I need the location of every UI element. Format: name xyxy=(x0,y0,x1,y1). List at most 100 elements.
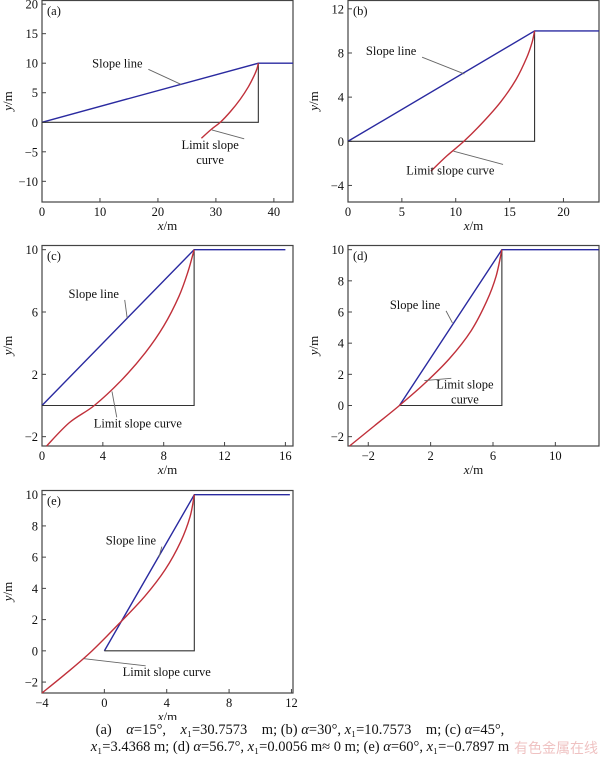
x-tick-label: 16 xyxy=(279,449,292,463)
y-tick-label: 6 xyxy=(32,551,38,565)
annotation-leader xyxy=(111,391,118,418)
caption-text: x xyxy=(426,739,434,755)
y-tick-label: 15 xyxy=(26,27,39,41)
annotation-label: Slope line xyxy=(366,44,417,58)
y-tick-label: 10 xyxy=(26,488,39,502)
y-tick-label: 2 xyxy=(32,613,38,627)
panel-e: −4 0 4 8 12 −2 0 2 4 6 8 10 x/m y/m (e) Slope line Limit… xyxy=(0,488,298,720)
panel-d: −2 2 6 10 −2 0 2 4 6 8 10 x/m y/m (d) Slope line Limit … xyxy=(306,243,600,477)
x-tick-label: 4 xyxy=(100,449,107,463)
base-outline xyxy=(42,249,195,407)
y-axis-title: y/m xyxy=(0,582,15,604)
x-tick-label: 8 xyxy=(226,696,232,710)
x-tick-label: −2 xyxy=(362,449,375,463)
x-tick-label: 12 xyxy=(285,696,298,710)
figure-caption: (a) α=15°, x₁=30.7573 m; (b) α=30°, x₁=1… xyxy=(0,722,600,756)
y-tick-label: 4 xyxy=(338,91,345,105)
panel-label: (a) xyxy=(47,4,61,18)
slope-line xyxy=(41,248,286,406)
caption-line-2: x₁=3.4368 m; (d) α=56.7°, x₁=0.0056 m≈ 0… xyxy=(0,739,600,756)
annotation-label: Limit slope curve xyxy=(181,138,239,167)
y-tick-label: −2 xyxy=(25,676,38,690)
x-tick-label: 12 xyxy=(218,449,231,463)
annotation-label: Limit slope curve xyxy=(123,665,212,679)
caption-text: =15°, xyxy=(133,722,181,738)
y-tick-label: 2 xyxy=(338,368,344,382)
slope-line xyxy=(398,248,599,406)
annotation-label: Limit slope curve xyxy=(94,416,183,430)
x-tick-label: −4 xyxy=(35,696,49,710)
panel-label: (d) xyxy=(353,249,368,263)
annotation-label: Slope line xyxy=(106,534,157,548)
panel-label: (c) xyxy=(47,249,61,263)
caption-text: ₁=30.7573 m; (b) xyxy=(186,722,302,738)
x-tick-label: 40 xyxy=(268,205,281,219)
y-tick-label: 20 xyxy=(26,0,39,12)
base-outline xyxy=(399,249,503,407)
y-tick-label: 10 xyxy=(26,57,39,71)
y-axis-title: y/m xyxy=(306,336,321,358)
caption-text: α xyxy=(464,722,473,738)
limit-slope-curve xyxy=(41,494,196,694)
x-axis-title: x/m xyxy=(463,462,484,477)
x-tick-label: 20 xyxy=(557,205,570,219)
x-tick-label: 0 xyxy=(345,205,351,219)
panel-c: 0 4 8 12 16 −2 2 6 10 x/m y/m (c) Slope line Limit sl… xyxy=(0,243,294,477)
y-axis-title: y/m xyxy=(306,91,321,113)
y-tick-label: 6 xyxy=(338,306,344,320)
x-axis-title: x/m xyxy=(157,709,178,720)
slope-line xyxy=(103,493,290,652)
y-tick-label: 5 xyxy=(32,86,38,100)
x-tick-label: 0 xyxy=(39,205,45,219)
annotation-leader xyxy=(211,129,245,140)
x-axis-title: x/m xyxy=(463,218,484,233)
limit-slope-curve xyxy=(349,249,503,447)
caption-text: =56.7°, xyxy=(201,739,248,755)
annotation-leader xyxy=(445,310,453,324)
x-tick-label: 0 xyxy=(101,696,107,710)
x-tick-label: 2 xyxy=(428,449,434,463)
caption-text: =60°, xyxy=(390,739,427,755)
y-axis-title: y/m xyxy=(0,91,15,113)
x-tick-label: 4 xyxy=(164,696,171,710)
y-tick-label: 10 xyxy=(332,243,345,257)
plot-frame xyxy=(41,489,294,694)
x-tick-label: 20 xyxy=(152,205,165,219)
y-tick-label: 12 xyxy=(332,2,345,16)
y-tick-label: −5 xyxy=(25,145,38,159)
caption-text: α xyxy=(383,739,391,755)
limit-slope-curve xyxy=(430,30,536,172)
y-tick-label: 0 xyxy=(32,644,38,658)
caption-text: =30°, xyxy=(308,722,345,738)
base-outline xyxy=(104,494,195,652)
caption-text: x xyxy=(180,722,187,738)
x-tick-label: 10 xyxy=(549,449,562,463)
annotation-label: Slope line xyxy=(390,298,441,312)
y-tick-label: −4 xyxy=(331,179,345,193)
y-tick-label: 8 xyxy=(338,274,344,288)
panel-label: (b) xyxy=(353,4,368,18)
y-tick-label: −2 xyxy=(25,430,38,444)
caption-text: ₁=0.0056 m≈ 0 m; (e) xyxy=(254,739,384,755)
annotation-label: Slope line xyxy=(69,287,120,301)
x-tick-label: 5 xyxy=(399,205,405,219)
limit-slope-curve xyxy=(46,249,195,447)
base-outline xyxy=(42,63,259,123)
base-outline xyxy=(348,30,536,142)
annotation-label: Limit slope curve xyxy=(406,163,495,177)
plot-frame xyxy=(41,0,294,203)
x-tick-label: 15 xyxy=(503,205,516,219)
caption-line-1: (a) α=15°, x₁=30.7573 m; (b) α=30°, x₁=1… xyxy=(0,722,600,739)
panel-label: (e) xyxy=(47,494,61,508)
annotation-leader xyxy=(421,56,465,75)
plot-frame xyxy=(347,0,600,203)
watermark: 有色金属在线 xyxy=(514,741,598,757)
y-tick-label: 6 xyxy=(32,306,38,320)
annotation-leader xyxy=(84,658,146,667)
plot-frame xyxy=(41,244,294,447)
annotation-leader xyxy=(124,299,128,319)
x-tick-label: 6 xyxy=(490,449,496,463)
